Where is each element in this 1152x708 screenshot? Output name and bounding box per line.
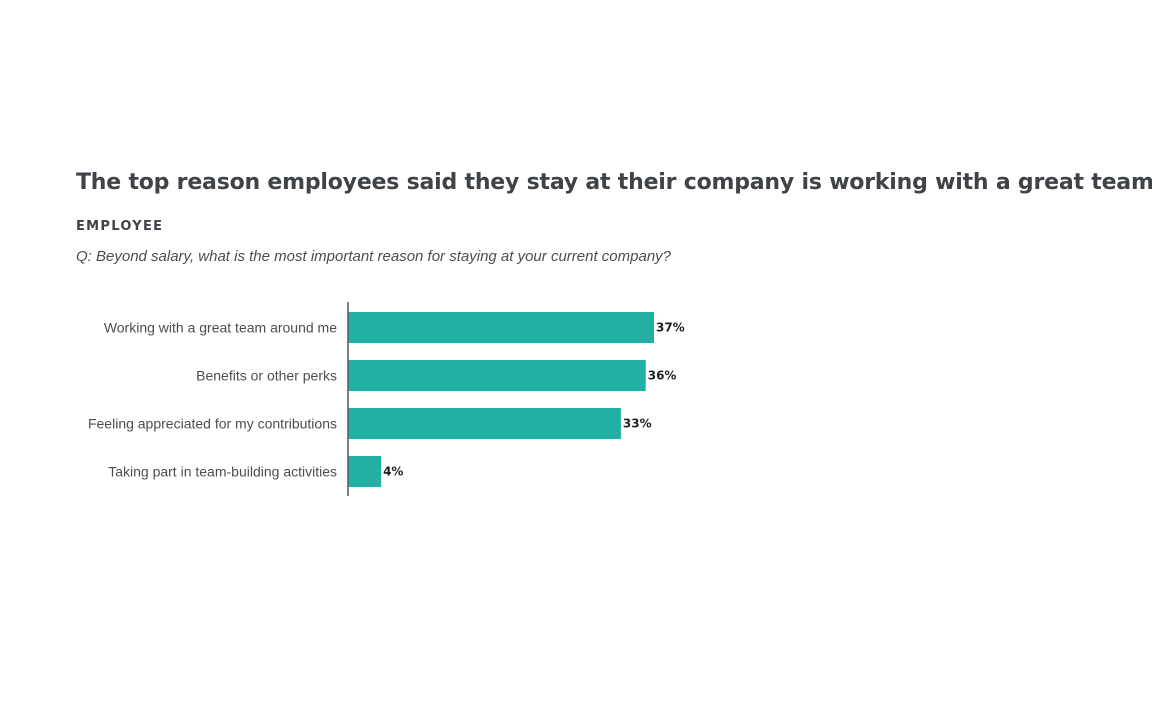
value-label: 4% <box>383 465 403 479</box>
category-label: Working with a great team around me <box>104 320 337 336</box>
bar <box>348 312 654 343</box>
bar <box>348 456 382 487</box>
value-label: 37% <box>656 321 685 335</box>
category-label: Benefits or other perks <box>196 368 337 384</box>
category-label: Taking part in team-building activities <box>108 464 337 480</box>
category-label: Feeling appreciated for my contributions <box>88 416 337 432</box>
value-label: 36% <box>648 369 677 383</box>
value-label: 33% <box>623 417 652 431</box>
audience-label: EMPLOYEE <box>76 219 164 234</box>
bar <box>348 408 621 439</box>
bar <box>348 360 646 391</box>
survey-question: Q: Beyond salary, what is the most impor… <box>76 248 671 265</box>
chart-title: The top reason employees said they stay … <box>76 170 1152 195</box>
